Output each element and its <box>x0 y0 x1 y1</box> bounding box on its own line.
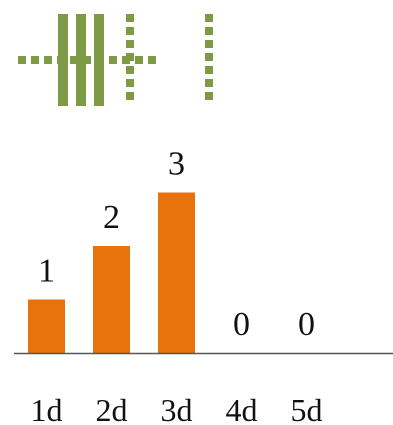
x-tick-label-4d: 4d <box>226 392 258 425</box>
glyph-dot <box>44 56 52 64</box>
glyph-dot <box>148 56 156 64</box>
glyph-dot <box>205 40 213 48</box>
glyph-dot <box>205 92 213 100</box>
glyph-dot <box>83 56 91 64</box>
glyph-dot <box>205 14 213 22</box>
data-label-3d: 3 <box>168 146 185 183</box>
bar-3d <box>158 192 195 353</box>
glyph-dot <box>70 56 78 64</box>
glyph-dot <box>109 56 117 64</box>
glyph-dot <box>205 53 213 61</box>
bar-code-tally-icon <box>18 14 213 106</box>
glyph-dot <box>31 56 39 64</box>
x-tick-label-3d: 3d <box>161 392 193 425</box>
bar-2d <box>93 246 130 353</box>
glyph-stroke <box>76 14 86 106</box>
glyph-dot <box>126 40 134 48</box>
data-label-5d: 0 <box>298 306 315 343</box>
glyph-dot <box>126 14 134 22</box>
x-tick-label-2d: 2d <box>96 392 128 425</box>
glyph-dot <box>18 56 26 64</box>
glyph-dot <box>126 66 134 74</box>
glyph-dot <box>126 27 134 35</box>
glyph-dot <box>126 79 134 87</box>
data-label-4d: 0 <box>233 306 250 343</box>
x-tick-label-1d: 1d <box>31 392 63 425</box>
glyph-dot <box>135 56 143 64</box>
glyph-dot <box>205 66 213 74</box>
glyph-dot <box>126 92 134 100</box>
glyph-dot <box>57 56 65 64</box>
bar-1d <box>28 299 65 353</box>
glyph-dot <box>205 79 213 87</box>
data-label-2d: 2 <box>103 199 120 236</box>
glyph-dot <box>96 56 104 64</box>
data-label-1d: 1 <box>38 253 55 290</box>
glyph-dot <box>205 27 213 35</box>
x-tick-label-5d: 5d <box>291 392 323 425</box>
glyph-dot <box>126 53 134 61</box>
